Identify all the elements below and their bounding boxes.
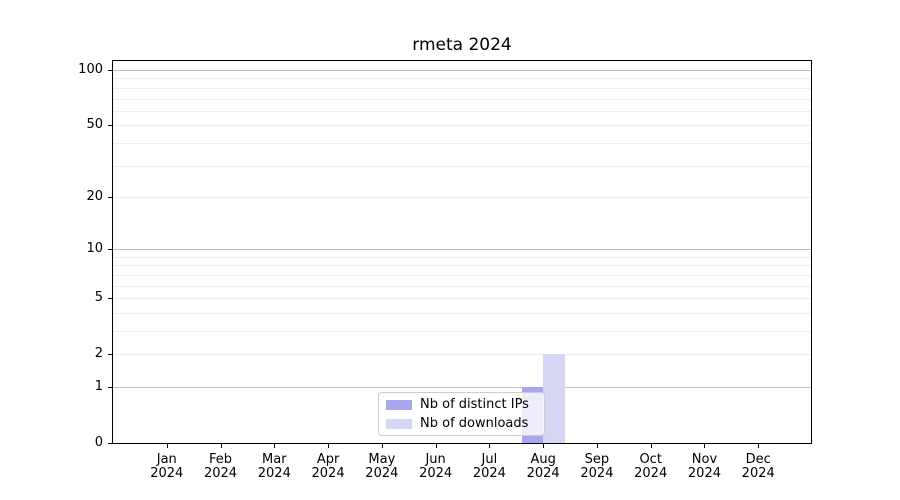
y-tick — [108, 125, 113, 127]
legend-label-distinct-ips: Nb of distinct IPs — [420, 397, 529, 412]
x-tick — [220, 443, 222, 448]
gridline-minor — [113, 330, 811, 332]
x-tick-label-year: 2024 — [203, 466, 238, 481]
x-tick-label-year: 2024 — [150, 466, 184, 481]
x-tick-label-month: Dec — [745, 452, 771, 467]
x-tick — [274, 443, 276, 448]
gridline-minor — [113, 142, 811, 144]
y-tick-label: 100 — [78, 62, 103, 78]
gridline-minor — [113, 312, 811, 314]
gridline-minor — [113, 165, 811, 167]
gridline-minor — [113, 265, 811, 267]
y-tick — [108, 249, 113, 251]
x-tick-label-month: Apr — [316, 452, 340, 467]
x-tick-label-year: 2024 — [472, 466, 506, 481]
x-tick-label-year: 2024 — [687, 466, 721, 481]
x-tick-label: Mar 2024 — [234, 453, 314, 481]
y-tick-label: 20 — [86, 188, 103, 204]
bar-downloads — [543, 354, 565, 443]
gridline-minor — [113, 78, 811, 80]
x-tick-label-year: 2024 — [257, 466, 291, 481]
gridline-minor — [113, 98, 811, 100]
x-tick-label: Apr 2024 — [288, 453, 368, 481]
x-tick-label-month: Aug — [530, 452, 556, 467]
x-tick — [758, 443, 760, 448]
gridline-minor — [113, 196, 811, 198]
y-tick — [108, 354, 113, 356]
y-tick-label: 5 — [94, 290, 103, 306]
y-tick — [108, 196, 113, 198]
x-tick-label-month: Jun — [425, 452, 446, 467]
y-tick-label: 1 — [94, 378, 103, 394]
x-tick-label-month: Nov — [691, 452, 718, 467]
x-tick-label: Jun 2024 — [396, 453, 476, 481]
gridline-minor — [113, 110, 811, 112]
y-tick-label: 50 — [86, 117, 103, 133]
gridline-major — [113, 386, 811, 388]
x-tick-label-month: Jan — [156, 452, 177, 467]
y-tick — [108, 386, 113, 388]
x-tick — [596, 443, 598, 448]
legend-swatch-downloads — [386, 418, 412, 429]
chart-title: rmeta 2024 — [412, 35, 512, 55]
legend: Nb of distinct IPs Nb of downloads — [378, 392, 545, 436]
x-tick — [381, 443, 383, 448]
x-tick-label-year: 2024 — [365, 466, 399, 481]
y-tick-label: 10 — [86, 241, 103, 257]
x-tick-label: Nov 2024 — [664, 453, 744, 481]
gridline-major — [113, 70, 811, 72]
legend-item-downloads: Nb of downloads — [386, 416, 544, 431]
x-tick-label: Oct 2024 — [611, 453, 691, 481]
x-tick-label-month: Mar — [262, 452, 287, 467]
legend-label-downloads: Nb of downloads — [420, 416, 529, 431]
x-tick-label-month: Sep — [584, 452, 610, 467]
x-tick-label-year: 2024 — [580, 466, 614, 481]
x-tick-label: Dec 2024 — [718, 453, 798, 481]
x-tick-label: Jan 2024 — [127, 453, 207, 481]
plot-area — [112, 60, 812, 444]
x-tick-label: Sep 2024 — [557, 453, 637, 481]
x-tick-label-year: 2024 — [526, 466, 560, 481]
x-tick-label-month: Feb — [209, 452, 233, 467]
y-tick — [108, 298, 113, 300]
x-tick-label-year: 2024 — [634, 466, 668, 481]
x-tick — [650, 443, 652, 448]
y-tick-label: 2 — [94, 346, 103, 362]
y-tick-label: 0 — [94, 435, 103, 450]
y-tick — [108, 443, 113, 444]
y-tick — [108, 70, 113, 72]
legend-item-distinct-ips: Nb of distinct IPs — [386, 397, 544, 412]
x-tick — [543, 443, 545, 448]
x-tick — [166, 443, 168, 448]
gridline-minor — [113, 274, 811, 276]
x-tick-label: Jul 2024 — [449, 453, 529, 481]
x-tick-label: Aug 2024 — [503, 453, 583, 481]
x-tick-label-year: 2024 — [419, 466, 453, 481]
gridline-minor — [113, 354, 811, 356]
x-tick-label-year: 2024 — [741, 466, 775, 481]
gridline-minor — [113, 87, 811, 89]
legend-swatch-distinct-ips — [386, 399, 412, 410]
x-tick-label: Feb 2024 — [181, 453, 261, 481]
x-tick-label-year: 2024 — [311, 466, 345, 481]
gridline-minor — [113, 298, 811, 300]
gridline-minor — [113, 256, 811, 258]
x-tick — [328, 443, 330, 448]
x-tick-label-month: Jul — [481, 452, 498, 467]
gridline-major — [113, 249, 811, 251]
x-tick — [704, 443, 706, 448]
gridline-minor — [113, 125, 811, 127]
x-tick — [435, 443, 437, 448]
x-tick-label-month: May — [368, 452, 396, 467]
x-tick — [489, 443, 491, 448]
x-tick-label-month: Oct — [639, 452, 662, 467]
x-tick-label: May 2024 — [342, 453, 422, 481]
gridline-minor — [113, 285, 811, 287]
